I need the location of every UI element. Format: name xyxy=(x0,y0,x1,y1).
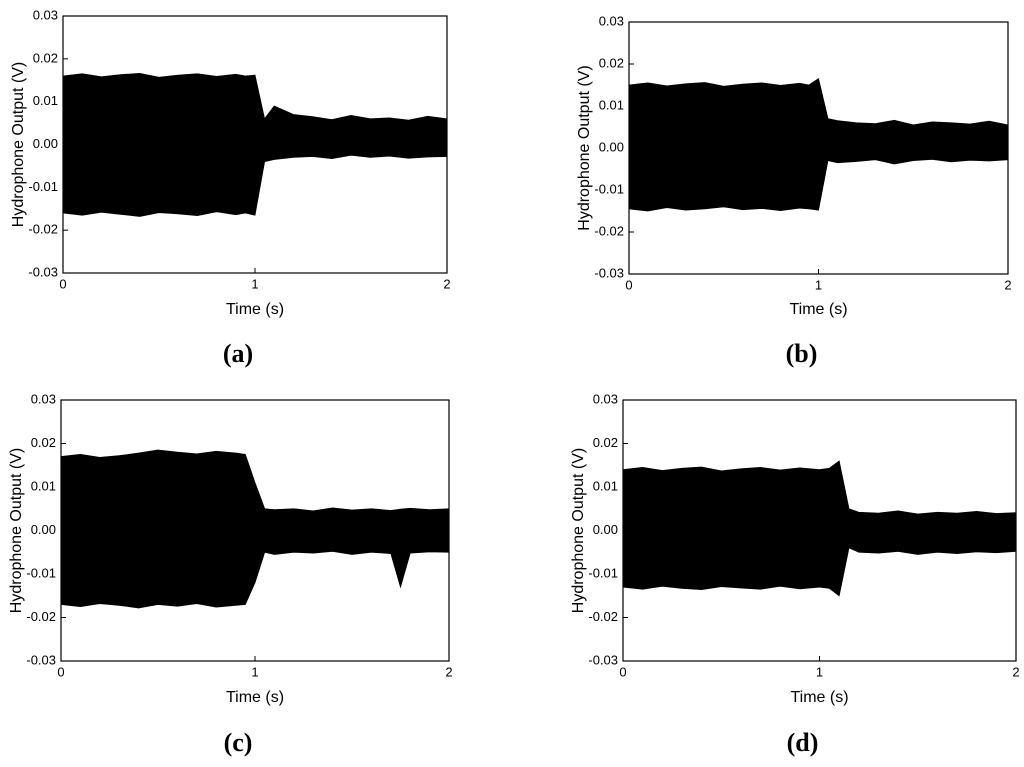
x-tick-label: 2 xyxy=(1012,664,1019,679)
x-tick-label: 0 xyxy=(59,276,66,291)
signal-envelope xyxy=(62,144,448,217)
y-tick-label: -0.03 xyxy=(26,652,56,667)
y-tick-label: -0.02 xyxy=(588,609,618,624)
signal-envelope xyxy=(622,530,1017,597)
y-tick-label: 0.02 xyxy=(593,435,618,450)
y-tick-label: 0.01 xyxy=(593,478,618,493)
y-tick-label: 0.00 xyxy=(599,139,624,154)
y-tick-label: -0.02 xyxy=(28,222,58,237)
y-tick-label: 0.00 xyxy=(33,136,58,151)
signal-envelope xyxy=(628,147,1009,212)
panel-label: (d) xyxy=(787,728,819,757)
x-tick-label: 0 xyxy=(57,664,64,679)
y-axis-label: Hydrophone Output (V) xyxy=(10,62,27,227)
x-axis-label: Time (s) xyxy=(226,301,284,318)
y-tick-label: 0.03 xyxy=(31,391,56,406)
signal-envelope xyxy=(622,460,1017,531)
x-tick-label: 1 xyxy=(251,276,258,291)
y-tick-label: -0.01 xyxy=(594,181,624,196)
x-axis-label: Time (s) xyxy=(789,301,847,318)
x-tick-label: 2 xyxy=(445,664,452,679)
y-tick-label: -0.02 xyxy=(26,609,56,624)
y-tick-label: 0.02 xyxy=(599,55,624,70)
y-tick-label: 0.01 xyxy=(599,97,624,112)
x-axis-label: Time (s) xyxy=(790,689,848,706)
y-tick-label: -0.03 xyxy=(28,264,58,279)
y-tick-label: -0.03 xyxy=(588,652,618,667)
y-axis-label: Hydrophone Output (V) xyxy=(570,448,587,613)
y-axis-label: Hydrophone Output (V) xyxy=(8,448,25,613)
x-tick-label: 1 xyxy=(815,277,822,292)
y-tick-label: 0.00 xyxy=(593,522,618,537)
y-tick-label: 0.01 xyxy=(33,93,58,108)
y-tick-label: 0.03 xyxy=(593,391,618,406)
y-tick-label: -0.03 xyxy=(594,265,624,280)
y-tick-label: -0.02 xyxy=(594,223,624,238)
panel-label: (c) xyxy=(224,728,253,757)
x-tick-label: 2 xyxy=(1004,277,1011,292)
panel-label: (a) xyxy=(223,339,253,368)
x-tick-label: 2 xyxy=(443,276,450,291)
y-axis-label: Hydrophone Output (V) xyxy=(576,65,593,230)
panel-label: (b) xyxy=(786,339,818,368)
x-tick-label: 1 xyxy=(251,664,258,679)
signal-envelope xyxy=(60,530,450,609)
x-axis-label: Time (s) xyxy=(226,689,284,706)
y-tick-label: -0.01 xyxy=(26,565,56,580)
y-tick-label: 0.03 xyxy=(33,7,58,22)
y-tick-label: 0.03 xyxy=(599,13,624,28)
signal-envelope xyxy=(60,449,450,531)
y-tick-label: 0.02 xyxy=(33,50,58,65)
signal-envelope xyxy=(628,78,1009,149)
y-tick-label: 0.00 xyxy=(31,522,56,537)
y-tick-label: 0.02 xyxy=(31,435,56,450)
y-tick-label: 0.01 xyxy=(31,478,56,493)
x-tick-label: 1 xyxy=(816,664,823,679)
signal-envelope xyxy=(62,72,448,145)
y-tick-label: -0.01 xyxy=(28,179,58,194)
x-tick-label: 0 xyxy=(625,277,632,292)
y-tick-label: -0.01 xyxy=(588,565,618,580)
x-tick-label: 0 xyxy=(619,664,626,679)
